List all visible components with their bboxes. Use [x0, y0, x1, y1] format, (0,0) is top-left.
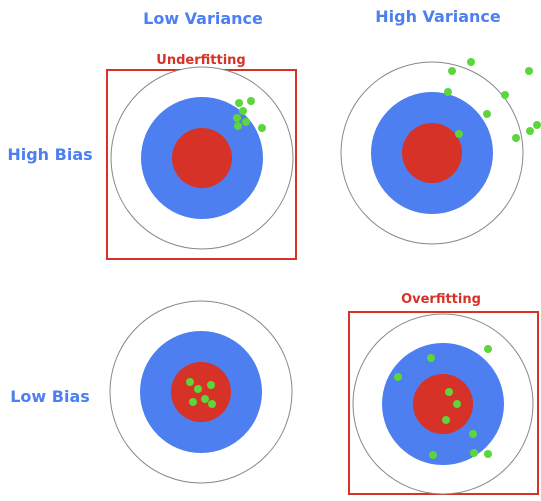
- shot: [525, 67, 533, 75]
- shots: [233, 97, 266, 132]
- shot: [429, 451, 437, 459]
- shot: [448, 67, 456, 75]
- shot: [442, 416, 450, 424]
- shot: [453, 400, 461, 408]
- shot: [427, 354, 435, 362]
- shot: [233, 114, 241, 122]
- shot: [242, 118, 250, 126]
- shot: [235, 99, 243, 107]
- shots: [444, 58, 541, 142]
- shot: [207, 381, 215, 389]
- shot: [469, 430, 477, 438]
- header-low-variance: Low Variance: [143, 9, 263, 28]
- shot: [467, 58, 475, 66]
- shot: [526, 127, 534, 135]
- shot: [470, 449, 478, 457]
- shot: [512, 134, 520, 142]
- shot: [239, 107, 247, 115]
- red-center: [172, 128, 232, 188]
- label-underfitting: Underfitting: [156, 53, 245, 68]
- header-high-variance: High Variance: [375, 7, 501, 26]
- red-center: [171, 362, 231, 422]
- shot: [445, 388, 453, 396]
- shot: [208, 400, 216, 408]
- shot: [483, 110, 491, 118]
- shot: [484, 345, 492, 353]
- shot: [258, 124, 266, 132]
- shot: [501, 91, 509, 99]
- target-low-bias-low-variance: [109, 300, 293, 484]
- shot: [394, 373, 402, 381]
- shot: [455, 130, 463, 138]
- row-label-high-bias: High Bias: [7, 145, 92, 164]
- shot: [189, 398, 197, 406]
- shot: [234, 122, 242, 130]
- shot: [201, 395, 209, 403]
- shot: [444, 88, 452, 96]
- target-low-bias-high-variance: [352, 313, 534, 495]
- target-high-bias-high-variance: [340, 58, 541, 245]
- shot: [533, 121, 541, 129]
- red-center: [402, 123, 462, 183]
- shot: [186, 378, 194, 386]
- shot: [194, 385, 202, 393]
- shot: [247, 97, 255, 105]
- shot: [484, 450, 492, 458]
- shots: [186, 378, 216, 408]
- row-label-low-bias: Low Bias: [10, 387, 90, 406]
- shots: [394, 345, 492, 459]
- red-center: [413, 374, 473, 434]
- target-high-bias-low-variance: [110, 66, 294, 250]
- label-overfitting: Overfitting: [401, 292, 481, 307]
